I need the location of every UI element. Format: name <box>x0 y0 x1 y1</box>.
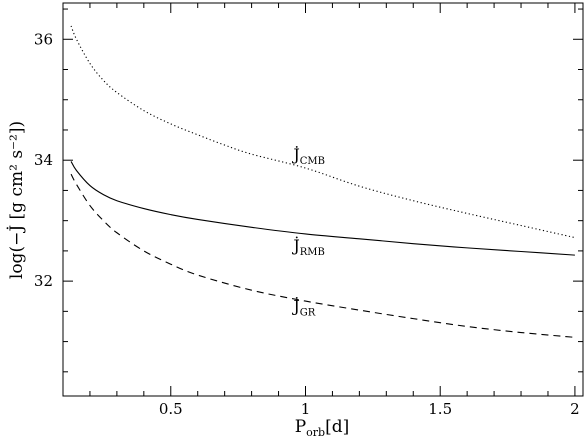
curve-label-main: J̇ <box>291 296 299 315</box>
axis-ticks <box>63 3 583 396</box>
x-axis-title-main: P <box>295 417 306 437</box>
curve-label-main: J̇ <box>291 145 299 164</box>
curve-label-sub: RMB <box>300 247 325 258</box>
curve-label: J̇GR <box>291 296 315 318</box>
plot-frame <box>62 2 584 397</box>
x-tick-label: 0.5 <box>159 400 183 418</box>
gr-curve <box>70 173 575 338</box>
x-axis-title: Porb[d] <box>295 417 350 439</box>
curve-label-sub: GR <box>300 307 316 318</box>
curve-label-sub: CMB <box>300 156 325 167</box>
x-axis-title-unit: [d] <box>325 417 349 437</box>
x-axis-title-sub: orb <box>306 426 325 439</box>
x-tick-label: 1.5 <box>428 400 452 418</box>
y-tick-label: 34 <box>34 151 53 169</box>
y-tick-label: 36 <box>34 30 53 48</box>
rmb-curve <box>70 161 575 256</box>
x-tick-label: 2 <box>570 400 580 418</box>
curve-label: J̇RMB <box>291 236 325 258</box>
x-tick-label: 1 <box>301 400 311 418</box>
y-tick-label: 32 <box>34 272 53 290</box>
curve-label: J̇CMB <box>291 145 325 167</box>
series-group <box>70 25 576 338</box>
tick-labels: 0.5 1 1.5 2 32 34 36 <box>34 30 580 418</box>
cmb-curve <box>70 25 576 239</box>
curve-label-main: J̇ <box>291 236 299 255</box>
y-axis-title: log(−J̇ [g cm² s⁻²]) <box>7 121 27 279</box>
